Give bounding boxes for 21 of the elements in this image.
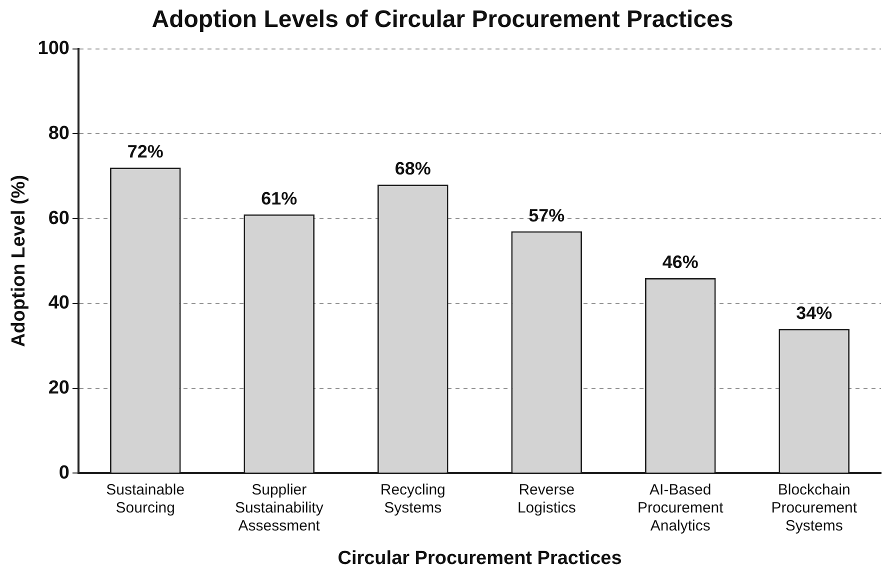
y-tick-label: 80: [48, 122, 70, 144]
y-tick-label: 100: [38, 38, 70, 60]
y-tick-label: 0: [58, 462, 70, 484]
y-tick-label: 20: [48, 378, 70, 399]
chart-title: Adoption Levels of Circular Procurement Practices: [152, 6, 734, 34]
data-label: 61%: [261, 188, 298, 208]
x-tick-label: Recycling Systems: [380, 481, 446, 516]
y-tick-label: 60: [48, 208, 70, 229]
data-label: 57%: [528, 205, 565, 226]
x-axis-title: Circular Procurement Practices: [338, 548, 622, 569]
data-label: 68%: [394, 158, 431, 179]
data-label: 34%: [796, 302, 832, 323]
x-tick-label: Blockchain Procurement Systems: [771, 481, 858, 534]
x-tick-label: Supplier Sustainability Assessment: [234, 481, 324, 534]
y-tick-label: 40: [48, 292, 70, 314]
x-tick-label: Sustainable Sourcing: [106, 481, 185, 516]
x-tick-label: Reverse Logistics: [517, 481, 576, 516]
x-tick-label: AI-Based Procurement Analytics: [637, 481, 724, 534]
y-axis-title: Adoption Level (%): [8, 174, 30, 348]
data-label: 72%: [127, 142, 164, 162]
data-label: 46%: [662, 252, 698, 272]
